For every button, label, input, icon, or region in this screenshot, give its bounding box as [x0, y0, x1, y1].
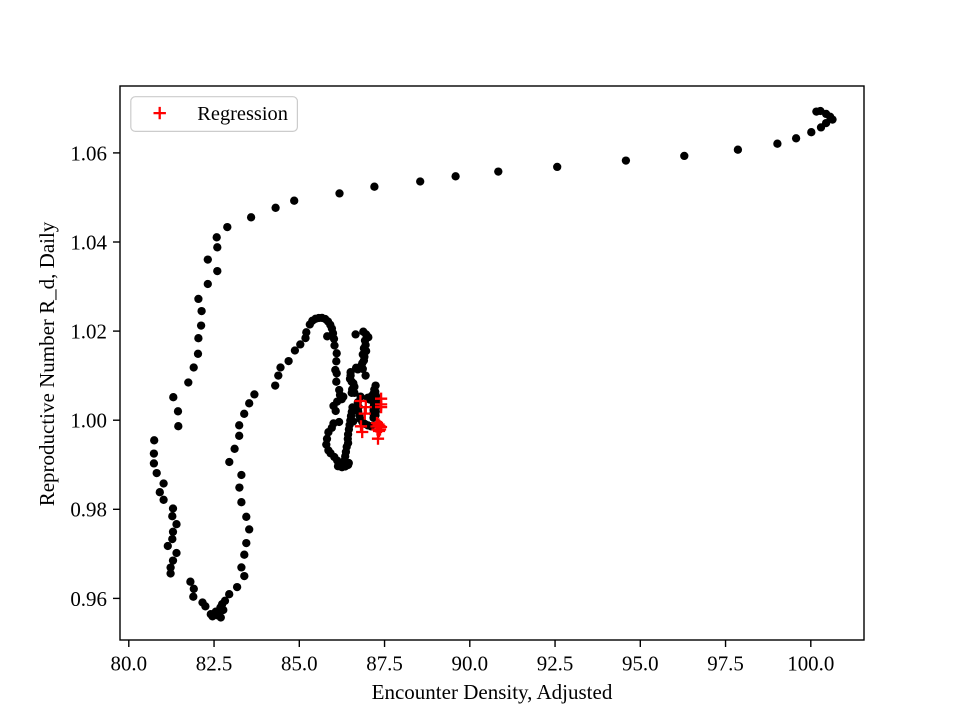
- svg-text:1.06: 1.06: [70, 141, 107, 165]
- svg-text:1.04: 1.04: [70, 230, 107, 254]
- svg-text:Regression: Regression: [197, 103, 288, 125]
- svg-text:85.0: 85.0: [281, 651, 318, 675]
- svg-text:97.5: 97.5: [707, 651, 744, 675]
- svg-text:Encounter Density, Adjusted: Encounter Density, Adjusted: [372, 680, 613, 704]
- svg-text:82.5: 82.5: [196, 651, 233, 675]
- svg-text:100.0: 100.0: [787, 651, 834, 675]
- svg-text:Reproductive Number R_d, Daily: Reproductive Number R_d, Daily: [35, 221, 59, 506]
- svg-text:1.00: 1.00: [70, 409, 107, 433]
- svg-text:80.0: 80.0: [111, 651, 148, 675]
- svg-text:95.0: 95.0: [622, 651, 659, 675]
- svg-text:87.5: 87.5: [366, 651, 403, 675]
- svg-text:0.96: 0.96: [70, 587, 107, 611]
- svg-text:1.02: 1.02: [70, 320, 107, 344]
- svg-text:92.5: 92.5: [537, 651, 574, 675]
- svg-text:0.98: 0.98: [70, 498, 107, 522]
- svg-text:90.0: 90.0: [452, 651, 489, 675]
